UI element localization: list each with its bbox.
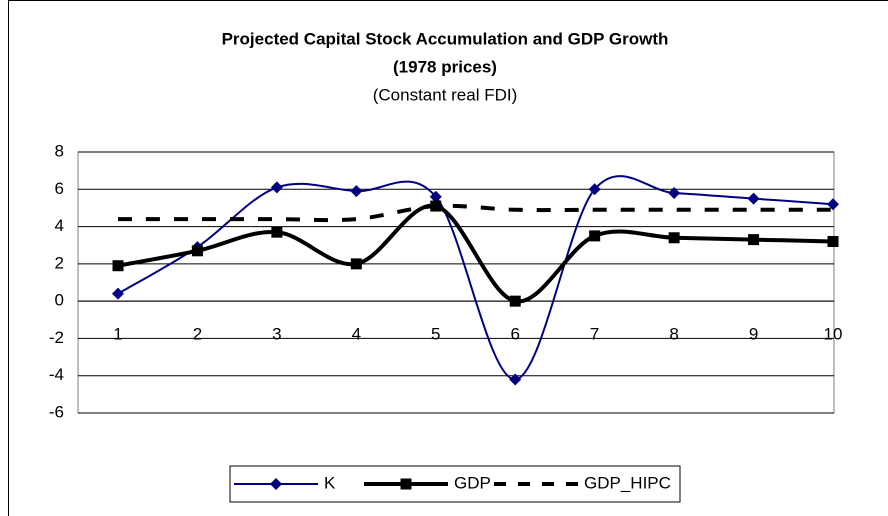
chart-title: Projected Capital Stock Accumulation and…: [222, 29, 669, 48]
x-tick-label: 4: [352, 325, 361, 344]
marker: [827, 198, 839, 211]
marker: [112, 260, 124, 272]
marker: [589, 230, 601, 242]
marker: [350, 185, 363, 198]
y-tick-label: -6: [49, 402, 64, 421]
x-tick-label: 3: [272, 325, 281, 344]
x-tick-label: 9: [749, 325, 758, 344]
series-line: [118, 203, 833, 223]
x-tick-label: 6: [510, 325, 519, 344]
series-line: [117, 203, 834, 304]
marker: [429, 190, 442, 203]
marker: [270, 478, 282, 490]
marker: [191, 245, 203, 257]
marker: [509, 373, 522, 386]
y-tick-label: 6: [55, 179, 64, 198]
x-tick-label: 10: [824, 325, 843, 344]
marker: [271, 226, 283, 238]
legend-label: GDP: [454, 473, 491, 492]
series-line: [117, 175, 834, 381]
marker: [747, 192, 760, 205]
x-tick-label: 8: [669, 325, 678, 344]
marker: [588, 183, 601, 196]
y-tick-label: 4: [55, 216, 64, 235]
x-tick-label: 7: [590, 325, 599, 344]
marker: [112, 287, 124, 300]
y-tick-label: 8: [55, 141, 64, 160]
marker: [400, 478, 412, 490]
marker: [748, 234, 760, 246]
chart-title: (1978 prices): [393, 57, 497, 76]
y-tick-label: 0: [55, 291, 64, 310]
x-tick-label: 2: [193, 325, 202, 344]
legend-label: K: [324, 473, 336, 492]
marker: [827, 235, 839, 247]
marker: [668, 232, 680, 244]
plot-area: [77, 151, 835, 414]
marker: [350, 258, 362, 270]
y-tick-label: -4: [49, 365, 64, 384]
chart-subtitle: (Constant real FDI): [373, 85, 518, 104]
y-tick-label: -2: [49, 328, 64, 347]
x-tick-label: 5: [431, 325, 440, 344]
marker: [509, 295, 521, 307]
legend-label: GDP_HIPC: [584, 473, 671, 492]
marker: [668, 187, 681, 200]
x-tick-label: 1: [113, 325, 122, 344]
marker: [270, 181, 283, 194]
y-tick-label: 2: [55, 253, 64, 272]
